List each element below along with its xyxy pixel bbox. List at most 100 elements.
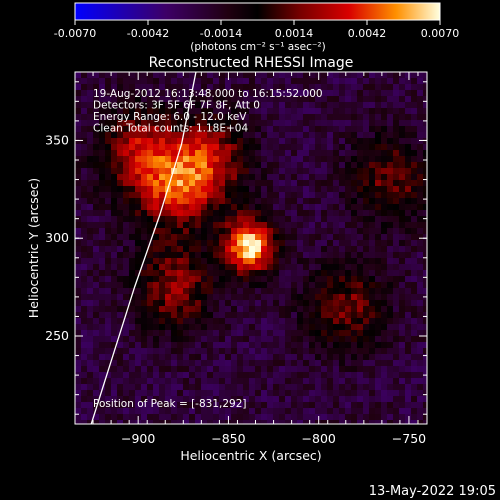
heatmap-pixel — [189, 288, 196, 295]
heatmap-pixel — [309, 186, 316, 193]
heatmap-pixel — [249, 402, 256, 409]
heatmap-pixel — [231, 150, 238, 157]
heatmap-pixel — [327, 216, 334, 223]
heatmap-pixel — [321, 330, 328, 337]
heatmap-pixel — [357, 102, 364, 109]
heatmap-pixel — [291, 258, 298, 265]
heatmap-pixel — [321, 132, 328, 139]
heatmap-pixel — [411, 174, 418, 181]
heatmap-pixel — [165, 204, 172, 211]
heatmap-pixel — [267, 192, 274, 199]
heatmap-pixel — [159, 294, 166, 301]
heatmap-pixel — [99, 162, 106, 169]
heatmap-pixel — [363, 414, 370, 421]
heatmap-pixel — [141, 390, 148, 397]
heatmap-pixel — [369, 330, 376, 337]
heatmap-pixel — [87, 288, 94, 295]
heatmap-pixel — [117, 390, 124, 397]
heatmap-pixel — [381, 420, 388, 424]
heatmap-pixel — [363, 348, 370, 355]
heatmap-pixel — [135, 402, 142, 409]
heatmap-pixel — [261, 342, 268, 349]
heatmap-pixel — [309, 150, 316, 157]
heatmap-pixel — [87, 276, 94, 283]
heatmap-pixel — [255, 258, 262, 265]
heatmap-pixel — [357, 252, 364, 259]
heatmap-pixel — [231, 258, 238, 265]
heatmap-pixel — [357, 216, 364, 223]
heatmap-pixel — [177, 294, 184, 301]
heatmap-pixel — [363, 240, 370, 247]
heatmap-pixel — [93, 120, 100, 127]
heatmap-pixel — [177, 318, 184, 325]
heatmap-pixel — [279, 240, 286, 247]
heatmap-pixel — [315, 108, 322, 115]
heatmap-pixel — [357, 156, 364, 163]
heatmap-pixel — [273, 204, 280, 211]
heatmap-pixel — [405, 330, 412, 337]
heatmap-pixel — [243, 348, 250, 355]
heatmap-pixel — [75, 318, 82, 325]
y-tick-label: 350 — [45, 132, 69, 147]
heatmap-pixel — [111, 174, 118, 181]
heatmap-pixel — [165, 138, 172, 145]
heatmap-pixel — [201, 384, 208, 391]
heatmap-pixel — [273, 312, 280, 319]
heatmap-pixel — [315, 246, 322, 253]
heatmap-pixel — [243, 210, 250, 217]
heatmap-pixel — [369, 414, 376, 421]
heatmap-pixel — [99, 240, 106, 247]
heatmap-pixel — [261, 228, 268, 235]
heatmap-pixel — [249, 282, 256, 289]
heatmap-pixel — [267, 264, 274, 271]
heatmap-pixel — [207, 240, 214, 247]
heatmap-pixel — [291, 378, 298, 385]
heatmap-pixel — [147, 204, 154, 211]
heatmap-pixel — [321, 258, 328, 265]
heatmap-pixel — [231, 114, 238, 121]
heatmap-pixel — [423, 198, 427, 205]
heatmap-pixel — [105, 312, 112, 319]
heatmap-pixel — [411, 252, 418, 259]
heatmap-pixel — [351, 228, 358, 235]
heatmap-pixel — [369, 222, 376, 229]
heatmap-pixel — [321, 126, 328, 133]
heatmap-pixel — [267, 120, 274, 127]
heatmap-pixel — [105, 120, 112, 127]
heatmap-pixel — [291, 366, 298, 373]
heatmap-pixel — [123, 96, 130, 103]
heatmap-pixel — [381, 288, 388, 295]
heatmap-pixel — [417, 324, 424, 331]
heatmap-pixel — [411, 222, 418, 229]
heatmap-pixel — [243, 312, 250, 319]
heatmap-pixel — [213, 306, 220, 313]
heatmap-pixel — [255, 378, 262, 385]
heatmap-pixel — [111, 216, 118, 223]
heatmap-pixel — [363, 126, 370, 133]
heatmap-pixel — [351, 126, 358, 133]
heatmap-pixel — [237, 420, 244, 424]
heatmap-pixel — [171, 180, 178, 187]
heatmap-pixel — [183, 360, 190, 367]
heatmap-pixel — [117, 336, 124, 343]
heatmap-pixel — [381, 330, 388, 337]
heatmap-pixel — [255, 348, 262, 355]
heatmap-pixel — [339, 264, 346, 271]
heatmap-pixel — [111, 342, 118, 349]
heatmap-pixel — [261, 120, 268, 127]
heatmap-pixel — [189, 270, 196, 277]
heatmap-pixel — [87, 174, 94, 181]
heatmap-pixel — [165, 96, 172, 103]
heatmap-pixel — [93, 306, 100, 313]
heatmap-pixel — [255, 144, 262, 151]
heatmap-pixel — [237, 294, 244, 301]
heatmap-pixel — [405, 294, 412, 301]
heatmap-pixel — [87, 180, 94, 187]
heatmap-pixel — [159, 216, 166, 223]
heatmap-pixel — [141, 294, 148, 301]
heatmap-pixel — [393, 150, 400, 157]
heatmap-pixel — [117, 414, 124, 421]
heatmap-pixel — [387, 330, 394, 337]
heatmap-pixel — [123, 396, 130, 403]
heatmap-pixel — [87, 294, 94, 301]
